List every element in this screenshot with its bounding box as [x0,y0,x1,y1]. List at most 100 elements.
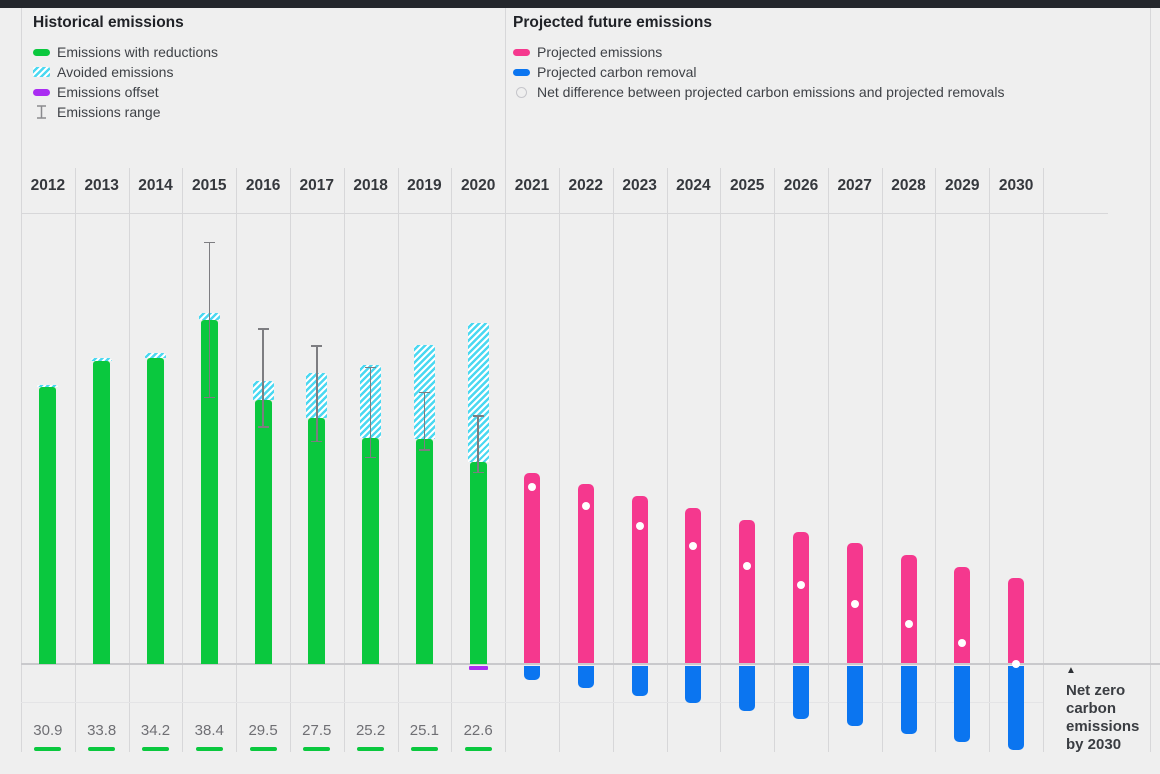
value-underline [195,747,223,751]
net-difference-dot[interactable] [528,482,536,491]
emissions-with-reductions-bar[interactable] [362,438,380,664]
net-difference-dot[interactable] [743,561,752,570]
emissions-with-reductions-bar[interactable] [469,461,487,664]
emissions-with-reductions-bar[interactable] [254,399,272,664]
legend-item-label: Projected emissions [537,44,663,60]
year-label: 2028 [891,177,926,194]
emissions-range-bar [477,415,479,474]
green-bar-swatch-icon [33,48,50,56]
projected-emissions-bar[interactable] [900,554,917,663]
projected-removal-bar[interactable] [792,666,809,719]
legend-item-projected-carbon-removal: Projected carbon removal [513,64,1004,80]
pink-bar-swatch-icon [513,48,530,56]
year-label: 2020 [460,177,496,194]
legend-item-projected-emissions: Projected emissions [513,44,1004,60]
emissions-with-reductions-bar[interactable] [200,320,218,664]
legend-historical: Historical emissions Emissions with redu… [33,14,218,125]
projected-removal-bar[interactable] [524,666,540,681]
year-label: 2015 [192,177,227,194]
value-label: 27.5 [302,722,332,739]
emissions-with-reductions-bar[interactable] [308,417,326,664]
column-separator [666,168,668,752]
header-line [21,213,1108,214]
emissions-with-reductions-bar[interactable] [39,387,57,664]
net-difference-dot[interactable] [904,619,913,628]
emissions-range-cap [203,396,215,399]
column-separator [343,168,345,752]
projected-emissions-bar[interactable] [954,567,971,663]
value-underline [464,747,492,751]
legend-item-label: Emissions offset [57,84,159,100]
year-label: 2013 [84,177,119,194]
avoided-emissions-bar[interactable] [37,384,59,388]
year-label: 2026 [783,177,819,194]
column-separator [827,168,829,752]
net-zero-annotation-text: Net zero carbon emissions by 2030 [1066,682,1140,753]
projected-emissions-bar[interactable] [524,473,540,663]
projected-removal-bar[interactable] [954,666,971,742]
emissions-range-bar [262,328,264,428]
chart-right-border [1150,8,1151,752]
section-border-line [21,8,22,752]
avoided-emissions-bar[interactable] [91,357,113,362]
legend-item-label: Emissions range [57,104,161,120]
projected-emissions-bar[interactable] [739,519,756,663]
emissions-range-cap [418,391,430,394]
projected-removal-bar[interactable] [846,666,863,726]
projected-emissions-bar[interactable] [792,532,809,663]
projected-emissions-bar[interactable] [685,508,702,663]
avoided-hatch-swatch-icon [33,67,50,77]
triangle-up-icon: ▲ [1066,665,1076,676]
emissions-range-cap [472,415,484,417]
net-zero-annotation: ▲ Net zero carbon emissions by 2030 [1066,665,1139,754]
projected-removal-bar[interactable] [577,666,594,689]
net-difference-dot[interactable] [1012,660,1021,668]
column-separator [236,168,238,752]
emissions-range-cap [311,440,323,443]
year-label: 2014 [138,177,173,194]
section-border-line [505,8,507,752]
projected-emissions-bar[interactable] [1008,578,1025,663]
avoided-emissions-bar[interactable] [144,353,166,358]
projected-removal-bar[interactable] [631,666,648,697]
emissions-with-reductions-bar[interactable] [93,361,111,664]
year-label: 2012 [30,177,66,194]
net-difference-dot[interactable] [635,522,644,531]
value-label: 25.2 [355,722,386,739]
projected-removal-bar[interactable] [1008,666,1025,750]
value-label: 25.1 [409,722,439,739]
emissions-offset-bar[interactable] [468,666,488,671]
projected-emissions-bar[interactable] [577,484,594,663]
year-label: 2017 [299,177,335,194]
emissions-with-reductions-bar[interactable] [146,357,164,664]
top-accent-bar [0,0,1160,8]
value-label: 33.8 [87,722,117,739]
column-separator [881,168,883,752]
legend-projected-title: Projected future emissions [513,14,712,31]
emissions-range-cap [257,328,269,330]
legend-item-avoided-emissions: Avoided emissions [33,64,218,80]
net-difference-dot[interactable] [796,581,805,590]
legend-item-label: Avoided emissions [57,64,174,80]
emissions-range-bar [316,345,318,443]
projected-removal-bar[interactable] [685,666,702,704]
year-label: 2030 [998,177,1034,194]
projected-emissions-bar[interactable] [631,495,648,663]
avoided-emissions-bar[interactable] [467,323,489,462]
net-difference-dot[interactable] [689,541,698,550]
net-difference-dot[interactable] [958,639,967,648]
column-separator [989,168,991,752]
emissions-with-reductions-bar[interactable] [415,439,433,664]
projected-removal-bar[interactable] [900,666,917,734]
column-separator [612,168,614,752]
value-underline [34,747,62,751]
emissions-range-cap [311,345,323,347]
value-underline [88,747,116,751]
value-label: 38.4 [194,722,224,739]
projected-removal-bar[interactable] [739,666,756,712]
column-separator [558,168,560,752]
value-underline [141,747,169,751]
net-difference-dot[interactable] [581,501,590,510]
net-difference-dot[interactable] [850,600,859,609]
